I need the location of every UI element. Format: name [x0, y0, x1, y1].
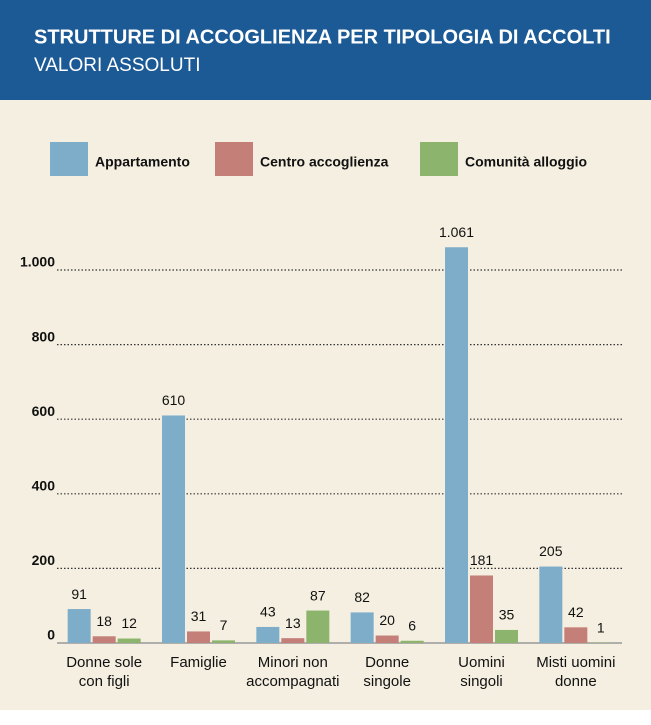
x-tick-label: Uomini singoli	[458, 654, 505, 690]
bar	[564, 627, 588, 643]
bar	[306, 610, 330, 643]
legend-swatch	[50, 142, 88, 176]
bar	[187, 631, 210, 643]
bar	[256, 626, 280, 643]
bar	[117, 638, 141, 643]
value-label: 20	[379, 612, 395, 628]
value-label: 1.061	[439, 224, 474, 240]
legend-label: Appartamento	[95, 154, 190, 170]
y-tick-label: 800	[32, 328, 56, 344]
bar	[92, 636, 116, 643]
x-tick-label: Donne sole con figli	[66, 654, 142, 690]
y-tick-label: 1.000	[20, 254, 55, 270]
x-tick-label: Donne singole	[363, 654, 411, 690]
y-tick-label: 400	[32, 478, 56, 494]
value-label: 87	[310, 587, 326, 603]
bar	[375, 635, 399, 643]
header-band	[0, 0, 651, 100]
x-tick-label: Famiglie	[170, 654, 227, 671]
legend-label: Centro accoglienza	[260, 154, 389, 170]
value-label: 35	[499, 607, 515, 623]
value-label: 13	[285, 615, 301, 631]
y-tick-label: 0	[47, 627, 55, 643]
bar	[281, 638, 305, 643]
value-label: 7	[220, 617, 228, 633]
value-label: 12	[121, 615, 137, 631]
value-label: 181	[470, 552, 494, 568]
value-label: 43	[260, 604, 276, 620]
value-label: 82	[354, 589, 370, 605]
value-label: 18	[96, 613, 112, 629]
legend-label: Comunità alloggio	[465, 154, 587, 170]
value-label: 1	[597, 619, 605, 635]
legend-swatch	[215, 142, 253, 176]
bar	[470, 575, 493, 643]
chart-subtitle: VALORI ASSOLUTI	[34, 55, 200, 76]
y-tick-label: 200	[32, 552, 56, 568]
bar	[445, 247, 468, 643]
bar	[539, 566, 563, 643]
value-label: 42	[568, 604, 584, 620]
x-tick-label: Minori non accompagnati	[246, 654, 339, 690]
bar	[162, 415, 185, 643]
value-label: 91	[71, 586, 87, 602]
chart-title: STRUTTURE DI ACCOGLIENZA PER TIPOLOGIA D…	[34, 26, 611, 48]
bar	[212, 640, 235, 643]
y-tick-label: 600	[32, 403, 56, 419]
value-label: 610	[162, 392, 186, 408]
bar	[67, 609, 91, 643]
x-tick-label: Misti uomini donne	[536, 654, 615, 690]
value-label: 6	[408, 617, 416, 633]
bar	[350, 612, 374, 643]
bar	[400, 640, 424, 643]
value-label: 31	[191, 608, 207, 624]
value-label: 205	[539, 543, 563, 559]
bar	[495, 629, 518, 643]
legend-swatch	[420, 142, 458, 176]
